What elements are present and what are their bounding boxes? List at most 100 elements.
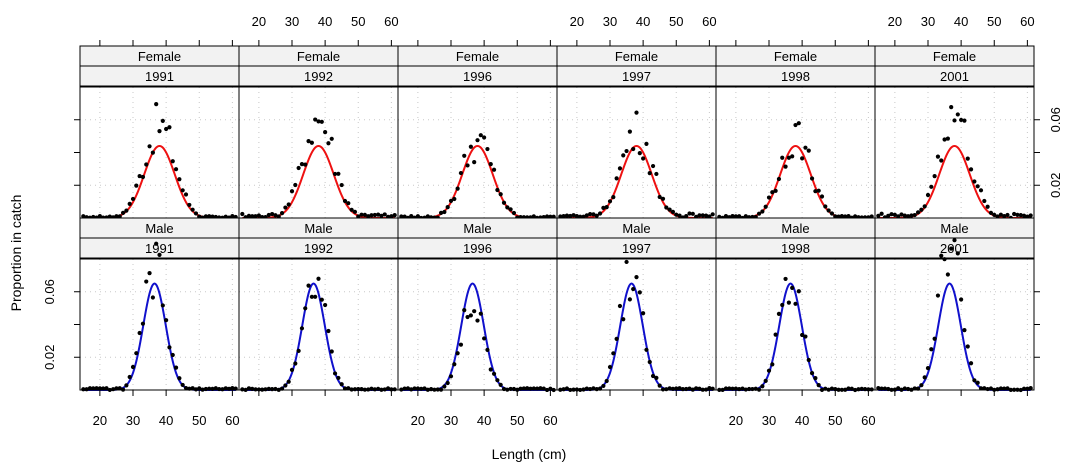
data-point <box>780 302 785 308</box>
x-axis-bottom-3: 20 30 40 50 60 <box>411 390 558 428</box>
data-point <box>760 384 765 389</box>
data-point <box>766 195 772 200</box>
data-point <box>170 159 175 164</box>
data-point <box>87 386 93 391</box>
data-point <box>829 211 835 216</box>
data-point <box>462 308 467 313</box>
x-tick-label: 30 <box>444 413 458 428</box>
data-point <box>624 148 629 154</box>
x-tick-label: 40 <box>318 14 332 29</box>
data-point <box>157 252 162 258</box>
data-point <box>319 297 324 302</box>
data-point <box>886 213 891 218</box>
data-point <box>631 286 636 292</box>
x-ticks-top-5 <box>735 40 869 46</box>
x-tick-label: 30 <box>603 14 617 29</box>
data-point <box>154 102 159 107</box>
data-point <box>183 192 189 197</box>
x-tick-label: 20 <box>570 14 584 29</box>
data-point <box>588 212 593 217</box>
data-point <box>422 386 427 391</box>
data-point <box>472 159 477 165</box>
data-point <box>786 300 791 305</box>
strip-sex-label: Female <box>456 49 499 64</box>
data-point <box>299 162 305 167</box>
data-point <box>313 117 318 122</box>
data-point <box>929 184 934 189</box>
data-point <box>296 348 301 353</box>
strip-sex-label: Female <box>138 49 181 64</box>
data-point <box>127 374 132 380</box>
data-point <box>303 306 308 311</box>
data-point <box>256 213 261 218</box>
data-point <box>627 297 632 302</box>
data-point <box>833 214 838 219</box>
data-point <box>959 117 964 123</box>
x-tick-label: 40 <box>159 413 173 428</box>
data-point <box>144 279 149 284</box>
data-point <box>193 211 199 216</box>
fit-curve <box>242 144 395 219</box>
data-point <box>899 212 904 217</box>
data-point <box>203 214 208 219</box>
data-point <box>521 386 526 391</box>
strip-year-label: 2001 <box>940 241 969 256</box>
data-point <box>667 207 672 212</box>
data-point <box>130 196 136 202</box>
data-point <box>134 351 139 356</box>
data-point <box>190 207 195 212</box>
data-point <box>286 202 291 207</box>
data-point <box>81 214 86 219</box>
data-point <box>150 295 155 300</box>
data-point <box>869 387 874 392</box>
data-point <box>495 378 500 383</box>
data-point <box>876 386 881 391</box>
data-point <box>438 210 444 215</box>
fit-curve <box>242 282 395 391</box>
data-point <box>405 386 411 391</box>
data-point <box>213 386 218 391</box>
data-point <box>468 313 473 318</box>
data-point <box>488 162 493 167</box>
data-point <box>975 380 980 385</box>
data-point <box>458 342 464 347</box>
data-point <box>157 128 162 134</box>
data-point <box>763 378 768 383</box>
data-point <box>389 214 394 219</box>
data-point <box>140 174 146 180</box>
data-point <box>790 154 795 159</box>
data-point <box>508 207 513 212</box>
data-point <box>147 271 152 276</box>
data-point <box>922 204 927 209</box>
data-point <box>1005 386 1010 391</box>
data-point <box>415 214 420 219</box>
data-point <box>117 214 122 219</box>
data-point <box>538 386 543 391</box>
data-point <box>664 205 669 210</box>
x-axis-top-6: 20 30 40 50 60 <box>888 14 1035 46</box>
panel-male-1998: Male 1998 <box>715 217 876 393</box>
data-point <box>614 176 619 181</box>
data-point <box>647 171 652 176</box>
data-point <box>723 213 729 219</box>
strip-year-label: 1998 <box>781 69 810 84</box>
data-point <box>982 198 987 204</box>
data-point <box>177 177 182 182</box>
data-point <box>425 214 430 219</box>
data-point <box>369 213 374 218</box>
data-point <box>657 383 662 388</box>
data-point <box>120 210 126 215</box>
data-point <box>796 121 801 126</box>
x-tick-label: 60 <box>861 413 875 428</box>
data-point <box>912 386 917 391</box>
data-point <box>323 130 328 135</box>
data-point <box>959 297 964 302</box>
data-point <box>574 214 579 219</box>
data-point <box>650 373 656 379</box>
y-tick-label: 0.06 <box>42 279 57 304</box>
data-point <box>561 214 566 219</box>
data-point <box>91 386 96 391</box>
data-point <box>362 212 367 217</box>
data-point <box>988 210 994 215</box>
data-point <box>654 171 659 177</box>
